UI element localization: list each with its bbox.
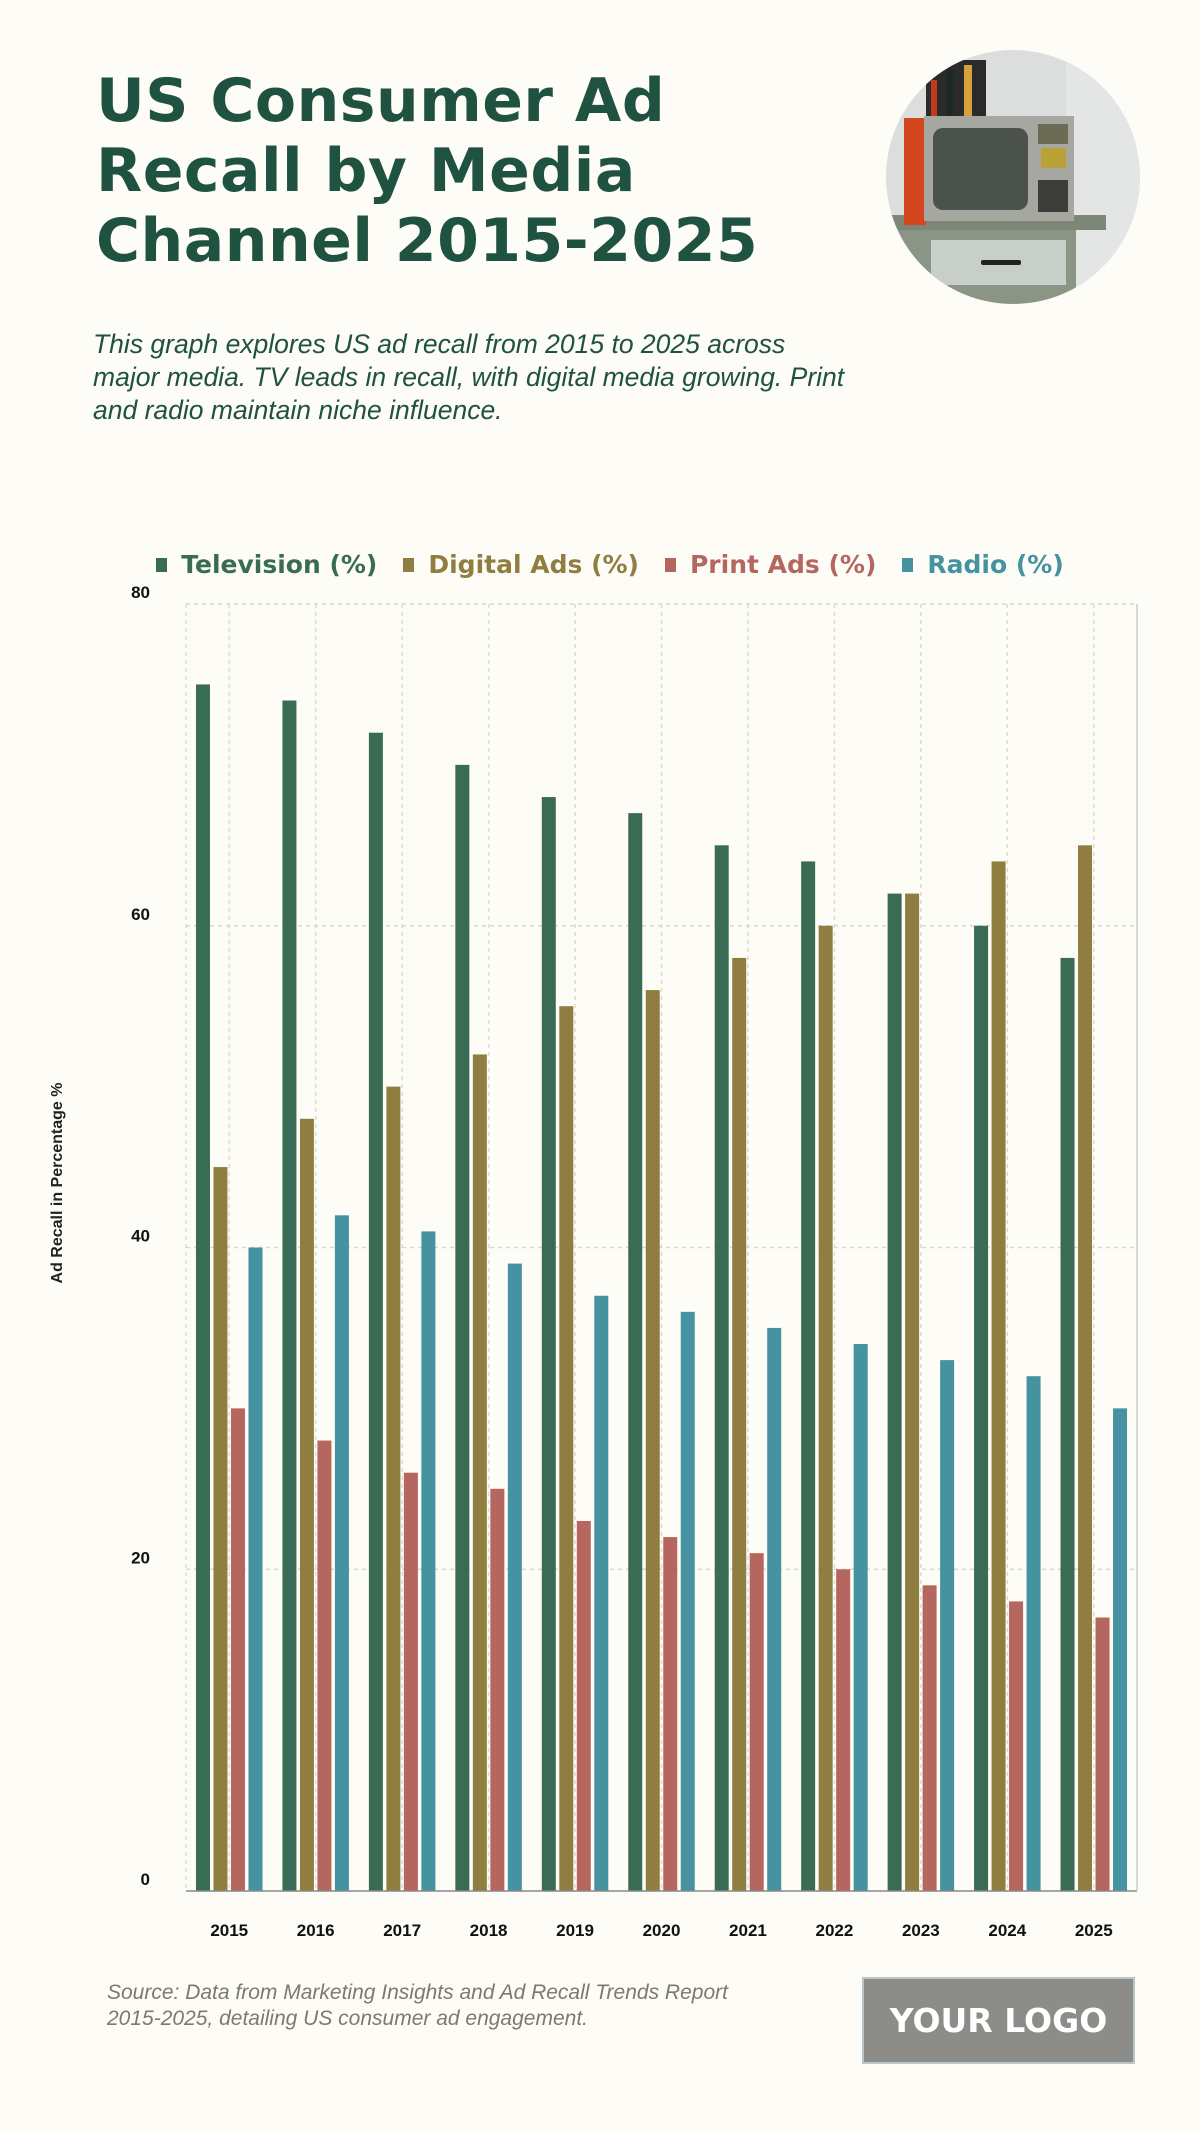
bar-digital-2016 [299,1118,314,1891]
y-axis-label: Ad Recall in Percentage % [49,1082,66,1284]
bar-radio-2016 [334,1215,349,1891]
bar-radio-2017 [421,1231,436,1891]
legend-label: Print Ads (%) [689,550,877,579]
x-tick-label: 2024 [988,1921,1026,1940]
bar-digital-2018 [472,1054,487,1891]
x-tick-label: 2021 [729,1921,767,1940]
bar-digital-2019 [559,1006,574,1891]
bar-radio-2020 [680,1311,695,1891]
legend-label: Digital Ads (%) [428,550,639,579]
source-note: Source: Data from Marketing Insights and… [107,1981,728,2030]
legend-label: Radio (%) [927,550,1064,579]
bar-radio-2022 [853,1344,868,1891]
x-tick-label: 2016 [297,1921,335,1940]
bar-digital-2020 [645,990,660,1891]
legend-item: Print Ads (%) [664,550,877,579]
bar-television-2022 [801,861,816,1891]
bar-television-2023 [887,893,902,1891]
bar-television-2021 [714,845,729,1891]
bar-television-2019 [541,797,556,1891]
y-tick-label: 0 [141,1870,150,1889]
legend-swatch [664,557,676,572]
y-tick-label: 60 [131,905,150,924]
bar-print-2024 [1009,1601,1024,1891]
bar-print-2017 [403,1472,418,1891]
x-tick-label: 2022 [815,1921,853,1940]
bar-radio-2019 [594,1295,609,1891]
x-tick-label: 2019 [556,1921,594,1940]
bar-print-2016 [317,1440,332,1891]
bar-print-2020 [663,1537,678,1891]
bar-print-2023 [922,1585,937,1891]
x-tick-label: 2020 [643,1921,681,1940]
legend-item: Digital Ads (%) [403,550,639,579]
bar-television-2015 [195,684,210,1891]
bar-radio-2025 [1113,1408,1128,1891]
bar-radio-2021 [767,1327,782,1891]
y-tick-label: 40 [131,1227,150,1246]
bar-television-2024 [974,925,989,1891]
legend-item: Television (%) [156,550,377,579]
bar-radio-2024 [1026,1376,1041,1891]
x-tick-label: 2025 [1075,1921,1113,1940]
bar-digital-2017 [386,1086,401,1891]
x-tick-label: 2018 [470,1921,508,1940]
logo-placeholder: YOUR LOGO [862,1977,1135,2064]
legend-item: Radio (%) [902,550,1064,579]
y-tick-label: 80 [131,583,150,602]
legend-swatch [902,557,914,572]
bar-print-2022 [836,1569,851,1891]
chart-legend: Television (%) Digital Ads (%) Print Ads (… [0,550,1200,579]
bar-print-2018 [490,1488,505,1891]
x-tick-label: 2015 [210,1921,248,1940]
bar-digital-2015 [213,1167,228,1891]
bar-television-2017 [368,732,383,1892]
legend-label: Television (%) [181,550,378,579]
bar-television-2016 [282,700,297,1891]
x-tick-label: 2023 [902,1921,940,1940]
bar-print-2019 [576,1520,591,1891]
bar-digital-2024 [991,861,1006,1891]
legend-swatch [156,557,168,572]
legend-swatch [403,557,415,572]
bar-digital-2022 [818,925,833,1891]
bar-radio-2015 [248,1247,263,1891]
bar-television-2025 [1060,957,1075,1891]
x-tick-label: 2017 [383,1921,421,1940]
bar-digital-2023 [905,893,920,1891]
page-subtitle: This graph explores US ad recall from 20… [93,329,845,425]
page-title: US Consumer Ad Recall by Media Channel 2… [96,66,759,276]
bar-radio-2018 [507,1263,522,1891]
bar-television-2018 [455,764,470,1891]
bar-print-2021 [749,1553,764,1891]
bar-digital-2021 [732,957,747,1891]
y-tick-label: 20 [131,1548,150,1567]
bar-television-2020 [628,813,643,1892]
bar-radio-2023 [940,1360,955,1891]
bar-print-2015 [230,1408,245,1891]
bar-print-2025 [1095,1617,1110,1891]
bar-digital-2025 [1078,845,1093,1891]
